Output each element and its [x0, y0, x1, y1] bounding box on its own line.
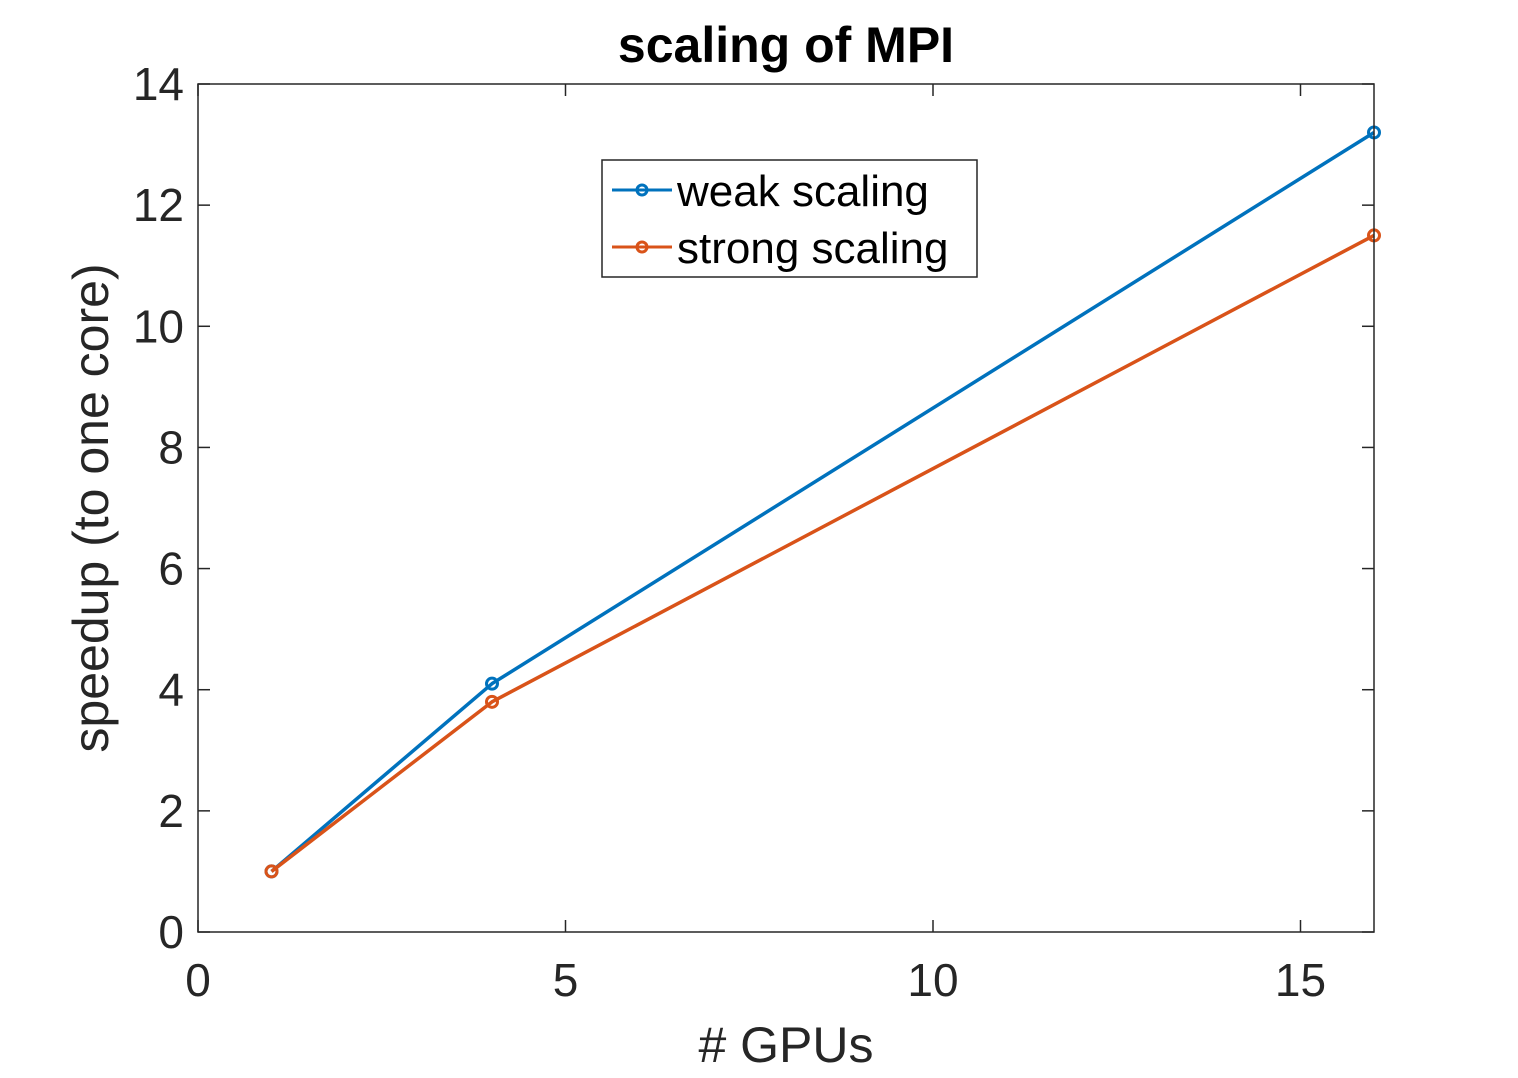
- y-tick-label: 0: [158, 906, 184, 958]
- data-point: [264, 864, 279, 879]
- y-tick-label: 2: [158, 785, 184, 837]
- series-strong-scaling: [264, 228, 1381, 879]
- y-tick-label: 14: [133, 58, 184, 110]
- y-tick-label: 8: [158, 421, 184, 473]
- y-tick-label: 12: [133, 179, 184, 231]
- x-tick-labels: 0 5 10 15: [185, 954, 1326, 1006]
- y-tick-label: 6: [158, 543, 184, 595]
- legend-swatch-marker: [635, 240, 649, 254]
- data-point: [485, 694, 499, 709]
- series-line: [270, 130, 1375, 873]
- plot-area-frame: [197, 83, 1375, 933]
- x-tick-label: 5: [553, 954, 579, 1006]
- y-axis-label: speedup (to one core): [63, 263, 119, 752]
- x-tick-label: 15: [1275, 954, 1326, 1006]
- legend-label: strong scaling: [677, 224, 948, 273]
- legend-swatch-marker: [635, 183, 649, 197]
- chart-title: scaling of MPI: [618, 17, 954, 73]
- legend: weak scaling strong scaling: [601, 159, 978, 278]
- y-tick-label: 10: [133, 300, 184, 352]
- y-tick-label: 4: [158, 664, 184, 716]
- y-tick-labels: 0 2 4 6 8 10 12 14: [133, 58, 184, 958]
- x-tick-label: 0: [185, 954, 211, 1006]
- x-tick-label: 10: [907, 954, 958, 1006]
- legend-item-weak-scaling: weak scaling: [612, 167, 929, 216]
- x-axis-label: # GPUs: [698, 1017, 873, 1073]
- data-point: [485, 676, 499, 691]
- legend-item-strong-scaling: strong scaling: [612, 224, 948, 273]
- legend-label: weak scaling: [676, 167, 929, 216]
- legend-box: [601, 159, 978, 278]
- series-line: [270, 233, 1375, 873]
